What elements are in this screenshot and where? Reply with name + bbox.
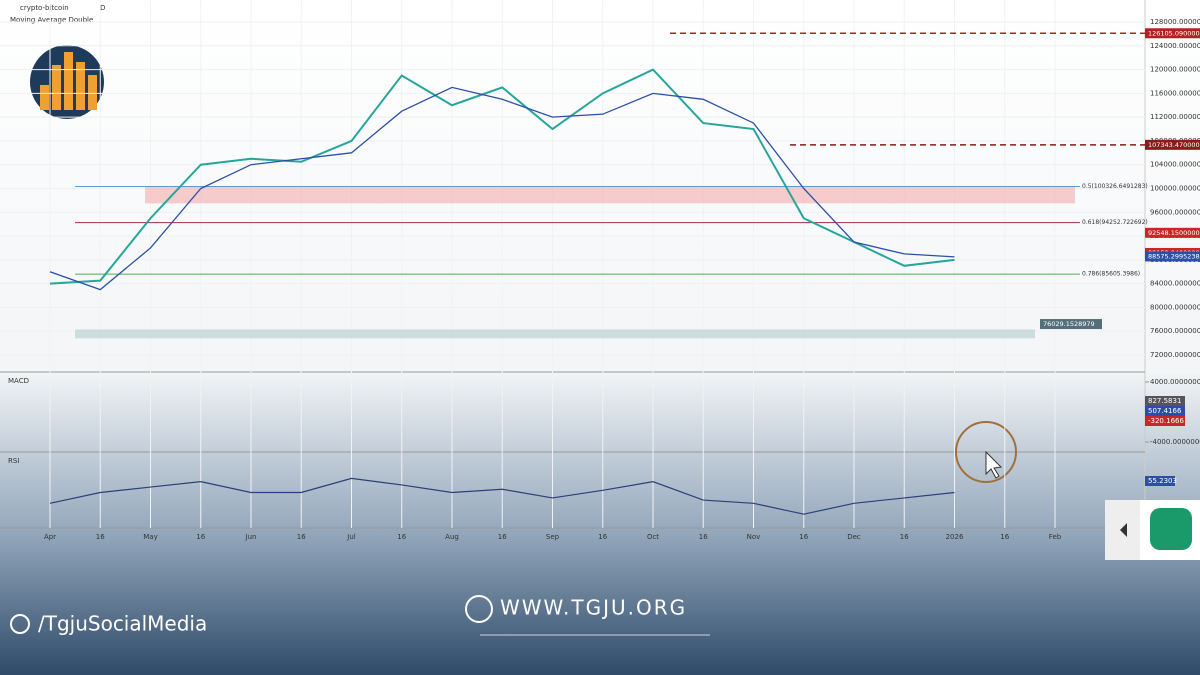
x-tick-label: 16	[598, 533, 607, 541]
y-tick-label: 116000.0000000	[1150, 89, 1200, 97]
y-tick-label: 112000.0000000	[1150, 113, 1200, 121]
x-tick-label: 16	[900, 533, 909, 541]
x-tick-label: 2026	[946, 533, 964, 541]
y-tick-label: 96000.0000000	[1150, 208, 1200, 216]
level-box	[1145, 28, 1200, 39]
y-tick-label: 84000.0000000	[1150, 280, 1200, 288]
price-box-label: 92548.1500000	[1148, 229, 1200, 237]
social-icon	[10, 614, 30, 634]
price-box-label: 88575.2995238	[1148, 252, 1200, 260]
cursor-highlight	[955, 421, 1017, 483]
macd-box	[1145, 416, 1185, 426]
x-tick-label: 16	[297, 533, 306, 541]
x-tick-label: 16	[799, 533, 808, 541]
x-tick-label: Feb	[1049, 533, 1062, 541]
price-box	[1145, 251, 1200, 262]
fib-label: 0.786(85605.3986)	[1082, 271, 1140, 278]
macd-label: MACD	[8, 377, 29, 385]
x-tick-label: 16	[96, 533, 105, 541]
symbol: crypto-bitcoin	[20, 4, 69, 12]
x-tick-label: Nov	[747, 533, 761, 541]
y-tick-label: 100000.0000000	[1150, 185, 1200, 193]
side-arrow	[1120, 523, 1127, 537]
x-tick-label: Jul	[346, 533, 356, 541]
zone	[75, 329, 1035, 339]
y-tick-label: 120000.0000000	[1150, 66, 1200, 74]
x-tick-label: Apr	[44, 533, 56, 541]
macd-box	[1145, 396, 1185, 406]
fib-label: 0.5(100326.6491283)	[1082, 183, 1148, 190]
x-tick-label: 16	[498, 533, 507, 541]
x-tick-label: 16	[1000, 533, 1009, 541]
macd-value: -320.1666	[1148, 417, 1184, 425]
level-label: 126105.0900000	[1148, 29, 1200, 37]
app-logo	[1150, 508, 1192, 550]
macd-tick-label: -4000.0000000	[1150, 438, 1200, 446]
price-tag	[1040, 319, 1102, 330]
y-tick-label: 80000.0000000	[1150, 303, 1200, 311]
price-line	[49, 86, 955, 291]
level-label: 107343.4700000	[1148, 141, 1200, 149]
rsi-line	[49, 477, 955, 515]
macd-value: 827.5831	[1148, 397, 1181, 405]
price-box	[1145, 227, 1200, 238]
rsi-label: RSI	[8, 457, 19, 465]
rsi-box	[1145, 476, 1175, 486]
fib-label: 0.618(94252.722692)	[1082, 219, 1148, 226]
price-tag-label: 76029.1528979	[1043, 320, 1095, 328]
x-tick-label: May	[143, 533, 157, 541]
x-tick-label: Oct	[647, 533, 659, 541]
y-tick-label: 104000.0000000	[1150, 161, 1200, 169]
y-tick-label: 72000.0000000	[1150, 351, 1200, 359]
x-tick-label: Jun	[245, 533, 257, 541]
social-handle: /TgjuSocialMedia	[38, 612, 207, 636]
macd-tick-label: 4000.0000000	[1150, 378, 1200, 386]
x-tick-label: Aug	[445, 533, 459, 541]
zone	[145, 186, 1075, 204]
rsi-value: 55.2303	[1148, 477, 1177, 485]
logo-bars	[40, 52, 97, 110]
x-tick-label: Dec	[847, 533, 861, 541]
y-tick-label: 128000.0000000	[1150, 18, 1200, 26]
site-url: WWW.TGJU.ORG	[500, 596, 687, 620]
macd-box	[1145, 406, 1185, 416]
level-box	[1145, 139, 1200, 150]
interval: D	[100, 4, 105, 12]
cursor	[985, 450, 1003, 479]
x-tick-label: 16	[196, 533, 205, 541]
x-tick-label: 16	[699, 533, 708, 541]
y-tick-label: 124000.0000000	[1150, 42, 1200, 50]
y-tick-label: 76000.0000000	[1150, 327, 1200, 335]
x-tick-label: Sep	[546, 533, 560, 541]
x-tick-label: 16	[397, 533, 406, 541]
globe-icon	[465, 595, 493, 623]
indicator-name: Moving Average Double	[10, 16, 93, 24]
price-line	[49, 68, 955, 285]
macd-value: 507.4166	[1148, 407, 1182, 415]
